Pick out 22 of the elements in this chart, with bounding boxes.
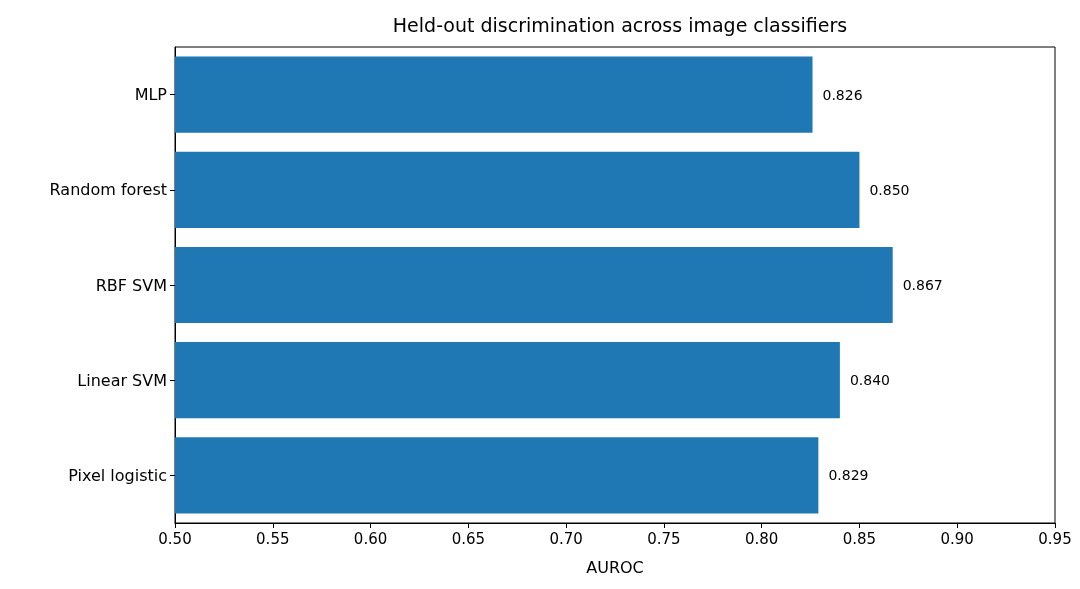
- y-tick-label: Linear SVM: [77, 370, 167, 390]
- data-label: 0.840: [849, 372, 890, 389]
- y-tick-label: Pixel logistic: [68, 465, 167, 485]
- x-tick-label: 0.60: [353, 529, 388, 548]
- x-tick-label: 0.75: [647, 529, 681, 548]
- data-label: 0.829: [828, 467, 869, 484]
- y-tick-label: MLP: [134, 85, 168, 105]
- chart-title: Held-out discrimination across image classifiers: [392, 13, 848, 36]
- x-tick-label: 0.90: [940, 529, 974, 548]
- data-label: 0.850: [869, 181, 910, 198]
- y-tick-label: RBF SVM: [95, 275, 167, 295]
- x-tick-label: 0.50: [158, 529, 192, 548]
- x-tick-label: 0.70: [549, 529, 583, 548]
- data-label: 0.826: [822, 86, 863, 103]
- x-tick-label: 0.55: [256, 529, 290, 548]
- x-tick-label: 0.80: [744, 529, 779, 548]
- x-tick-label: 0.85: [842, 529, 877, 548]
- data-label: 0.867: [902, 277, 943, 293]
- x-axis-title: AUROC: [586, 557, 644, 577]
- x-tick-label: 0.95: [1038, 529, 1072, 548]
- x-tick-label: 0.65: [451, 529, 486, 548]
- y-tick-label: Random forest: [49, 180, 167, 200]
